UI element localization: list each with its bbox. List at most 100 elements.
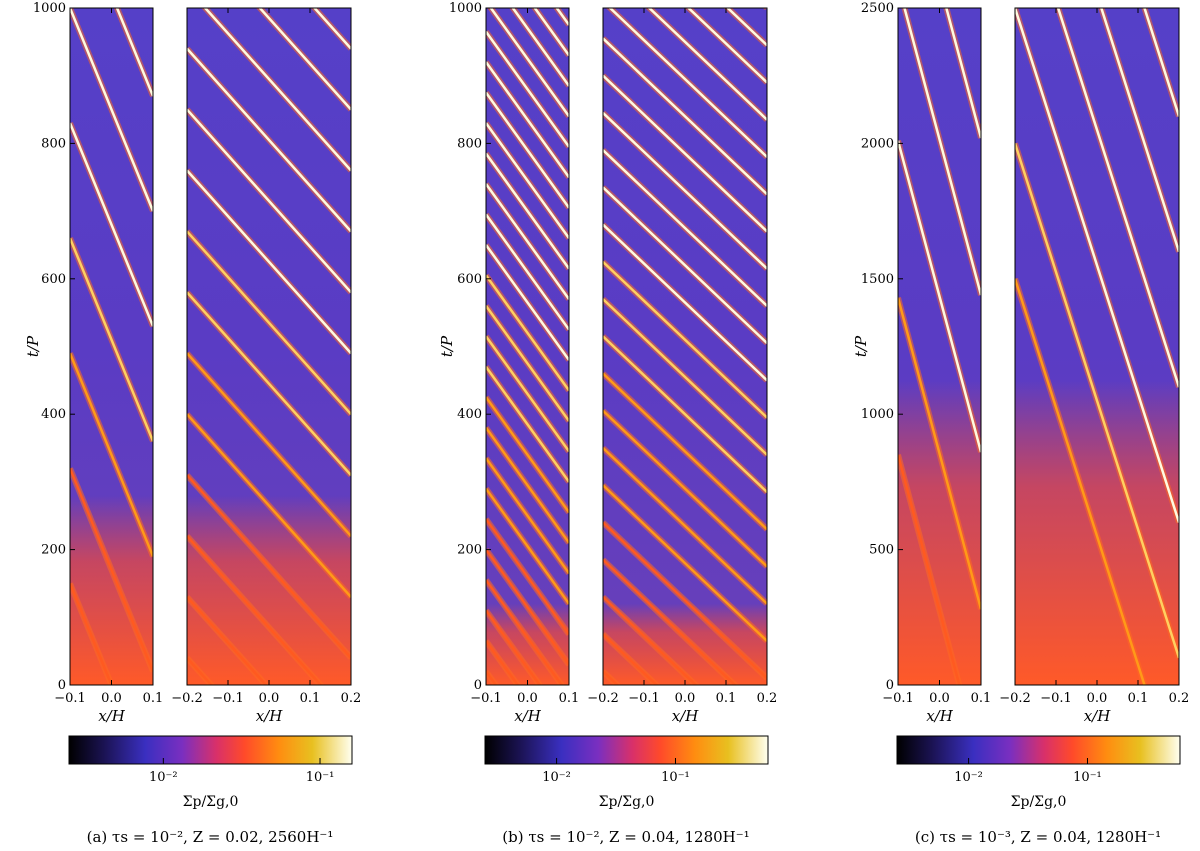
filament	[486, 548, 569, 666]
subfigure-caption: (b) τs = 10⁻², Z = 0.04, 1280H⁻¹	[502, 828, 749, 846]
filament	[486, 335, 569, 453]
filament	[486, 122, 569, 239]
x-tick-label: −0.1	[628, 691, 660, 706]
y-tick-label: 1000	[861, 407, 894, 422]
colorbar	[484, 735, 769, 765]
x-axis-label: x/H	[1084, 707, 1112, 725]
subfigure-caption: (a) τs = 10⁻², Z = 0.02, 2560H⁻¹	[87, 828, 334, 846]
colorbar	[68, 735, 353, 765]
filament	[70, 582, 113, 685]
x-tick-label: −0.1	[1040, 691, 1072, 706]
filament-glow	[762, 8, 767, 11]
filament	[258, 8, 351, 111]
colorbar-label: Σp/Σg,0	[183, 794, 239, 810]
filament	[765, 8, 767, 9]
filament	[187, 596, 268, 685]
x-tick-label: −0.1	[882, 691, 914, 706]
filament	[70, 237, 153, 442]
filament	[603, 521, 767, 680]
filament	[486, 61, 569, 178]
y-tick-label: 2500	[861, 1, 894, 16]
filament	[603, 260, 767, 419]
filament	[70, 8, 153, 212]
filament	[486, 518, 569, 635]
panel-wide: −0.2 −0.1 0.0 0.1 0.2 x/H	[587, 7, 778, 725]
x-tick-label: 0.1	[300, 691, 321, 706]
filament	[603, 298, 767, 456]
x-tick-label: 0.2	[757, 691, 778, 706]
y-axis-label: t/P	[438, 335, 456, 357]
colorbar-tick-label: 10⁻²	[954, 770, 983, 785]
y-tick-label: 400	[41, 407, 66, 422]
filament	[486, 305, 569, 422]
filament	[187, 413, 351, 598]
filament	[486, 487, 569, 605]
filament	[486, 640, 520, 685]
filament	[603, 74, 767, 233]
filament	[898, 140, 981, 453]
filament	[486, 366, 569, 483]
filament	[187, 169, 351, 355]
filament	[70, 467, 153, 672]
filament	[603, 484, 767, 642]
filament	[898, 454, 961, 685]
low-time-region	[898, 380, 981, 685]
colorbar-tick-label: 10⁻²	[149, 770, 178, 785]
colorbar-label: Σp/Σg,0	[1011, 794, 1067, 810]
filament	[603, 112, 767, 270]
x-axis-label: x/H	[256, 707, 284, 725]
filament	[603, 558, 737, 685]
low-time-region	[187, 495, 351, 685]
filament	[312, 8, 351, 50]
filament	[603, 149, 767, 307]
filament	[725, 8, 767, 47]
x-tick-label: 0.1	[143, 691, 164, 706]
filament	[187, 108, 351, 294]
y-tick-label: 0	[474, 678, 482, 693]
filament	[203, 8, 351, 172]
x-tick-label: 0.1	[1128, 691, 1149, 706]
filament	[70, 122, 153, 327]
y-tick-label: 800	[457, 136, 482, 151]
filament	[1015, 8, 1179, 523]
filament	[603, 633, 659, 685]
x-tick-label: 0.1	[559, 691, 580, 706]
panel-wide: −0.2 −0.1 0.0 0.1 0.2 x/H	[999, 7, 1190, 725]
x-axis-label: x/H	[98, 707, 126, 725]
colorbar	[896, 735, 1181, 765]
filament	[489, 8, 569, 118]
filament	[511, 8, 569, 87]
y-tick-label: 1000	[449, 1, 482, 16]
filament	[945, 8, 981, 139]
x-tick-label: 0.0	[675, 691, 696, 706]
filament	[486, 457, 569, 575]
y-tick-label: 800	[41, 136, 66, 151]
colorbar-tick-label: 10⁻¹	[1073, 770, 1102, 785]
filament	[486, 244, 569, 361]
filament	[603, 37, 767, 196]
filament	[187, 535, 323, 685]
filament	[603, 372, 767, 531]
filament	[1056, 8, 1179, 388]
subfigure-b: −0.1 0.0 0.1 x/H 0 200 400 600 800 1000 −0.2 −0.1 0.…	[438, 1, 778, 846]
y-tick-label: 0	[58, 678, 66, 693]
filament	[603, 409, 767, 568]
filament	[486, 152, 569, 270]
filament	[898, 297, 981, 610]
y-tick-label: 500	[869, 543, 894, 558]
x-tick-label: 0.2	[1169, 691, 1190, 706]
panel-narrow: −0.1 0.0 0.1 x/H 0 200 400 600 800 1000	[449, 1, 580, 725]
x-axis-label: x/H	[926, 707, 954, 725]
filament	[486, 213, 569, 331]
x-tick-label: 0.1	[971, 691, 992, 706]
x-tick-label: 0.0	[101, 691, 122, 706]
filament	[1015, 143, 1179, 659]
filament	[486, 91, 569, 209]
filament	[187, 474, 351, 659]
y-axis-label: t/P	[852, 335, 870, 357]
x-tick-label: −0.2	[587, 691, 619, 706]
colorbar-label: Σp/Σg,0	[599, 794, 655, 810]
filament	[70, 352, 153, 557]
filament	[187, 291, 351, 476]
